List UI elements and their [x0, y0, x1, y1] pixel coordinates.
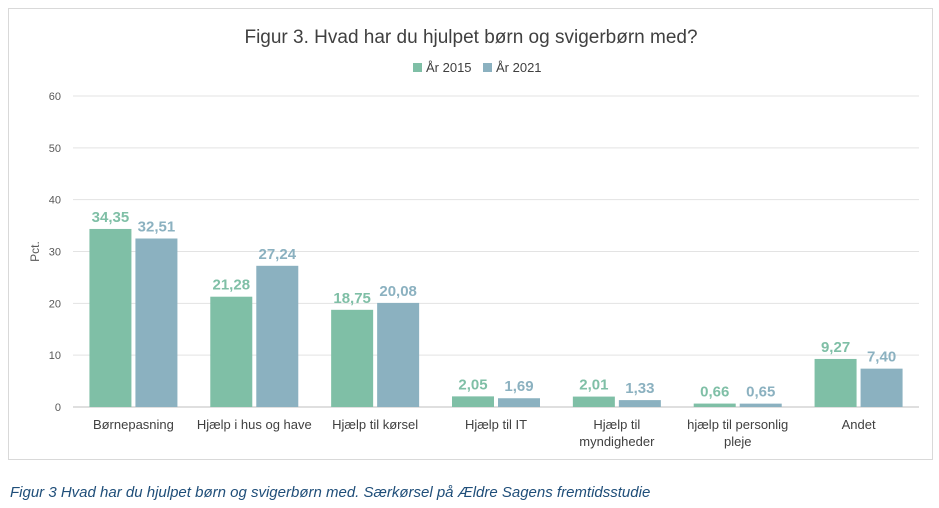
bar-s1-c2 — [210, 296, 253, 407]
data-label: 27,24 — [259, 246, 297, 263]
chart-title: Figur 3. Hvad har du hjulpet børn og svi… — [244, 27, 697, 48]
bar-s2-c2 — [256, 265, 299, 407]
x-tick-label: pleje — [724, 434, 751, 449]
y-tick-label: 40 — [49, 195, 61, 207]
data-label: 1,33 — [625, 380, 654, 397]
data-label: 2,01 — [579, 377, 608, 394]
y-tick-label: 50 — [49, 143, 61, 155]
y-tick-label: 0 — [55, 402, 61, 414]
bar-s1-c3 — [331, 309, 374, 407]
bar-s2-c6 — [739, 403, 782, 407]
x-tick-label: Hjælp til — [593, 417, 640, 432]
data-label: 2,05 — [458, 376, 487, 393]
legend-label-2: År 2021 — [496, 60, 542, 75]
y-tick-label: 10 — [49, 350, 61, 362]
data-label: 20,08 — [379, 283, 417, 300]
legend-label-1: År 2015 — [426, 60, 472, 75]
data-label: 21,28 — [213, 277, 251, 294]
data-label: 1,69 — [504, 378, 533, 395]
bar-s2-c3 — [377, 302, 420, 407]
bar-s2-c4 — [498, 398, 540, 407]
bar-chart: Figur 3. Hvad har du hjulpet børn og svi… — [28, 27, 919, 449]
bar-s1-c4 — [452, 396, 494, 407]
data-label: 0,66 — [700, 384, 729, 401]
chart-frame: Figur 3. Hvad har du hjulpet børn og svi… — [8, 8, 933, 460]
y-tick-label: 20 — [49, 298, 61, 310]
x-tick-label: hjælp til personlig — [687, 417, 788, 432]
x-tick-label: Hjælp til kørsel — [332, 417, 418, 432]
y-axis-label: Pct. — [28, 241, 42, 262]
x-tick-label: Andet — [842, 417, 876, 432]
figure-caption: Figur 3 Hvad har du hjulpet børn og svig… — [10, 484, 651, 501]
bar-s1-c6 — [693, 403, 736, 407]
x-tick-label: Børnepasning — [93, 417, 174, 432]
bar-s2-c5 — [618, 400, 661, 407]
data-label: 32,51 — [138, 218, 176, 235]
x-tick-label: myndigheder — [579, 434, 655, 449]
x-tick-label: Hjælp til IT — [465, 417, 527, 432]
data-label: 7,40 — [867, 349, 896, 366]
data-label: 18,75 — [333, 290, 371, 307]
y-tick-label: 30 — [49, 247, 61, 259]
data-label: 34,35 — [92, 209, 130, 226]
bar-s1-c5 — [572, 396, 615, 407]
bar-s1-c1 — [89, 228, 132, 407]
data-label: 9,27 — [821, 339, 850, 356]
x-tick-label: Hjælp i hus og have — [197, 417, 312, 432]
bar-s2-c1 — [135, 238, 178, 407]
bar-s2-c7 — [860, 368, 903, 407]
y-tick-label: 60 — [49, 91, 61, 103]
data-label: 0,65 — [746, 384, 775, 401]
legend-swatch-1 — [413, 63, 422, 72]
legend-swatch-2 — [483, 63, 492, 72]
bar-s1-c7 — [814, 358, 857, 407]
